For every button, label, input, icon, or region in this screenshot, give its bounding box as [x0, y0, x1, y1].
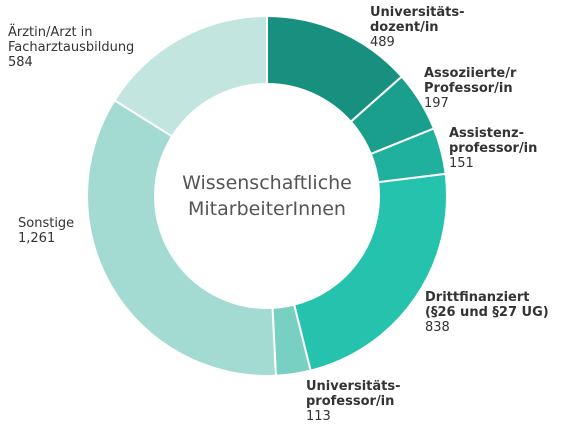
slice-name-line: Universitäts-: [370, 5, 465, 20]
slice-name-line: professor/in: [449, 141, 538, 156]
slice-name-line: Drittfinanziert: [425, 290, 530, 305]
label-sonstige: Sonstige 1,261: [18, 216, 74, 246]
slice-value-label: 584: [8, 55, 33, 70]
slice-name-line: dozent/in: [370, 20, 439, 35]
label-drittfinanziert: Drittfinanziert (§26 und §27 UG) 838: [425, 290, 549, 335]
slice-name-line: Assistenz-: [449, 126, 524, 141]
label-assistenzprofessor: Assistenz- professor/in 151: [449, 126, 537, 171]
slice-value-label: 838: [425, 320, 450, 335]
slice-value-label: 197: [424, 96, 449, 111]
donut-slice-3: [292, 172, 448, 372]
donut-slice-6: [113, 14, 268, 138]
label-assoziierte-professor: Assoziierte/r Professor/in 197: [424, 66, 516, 111]
slice-value-label: 489: [370, 35, 395, 50]
slice-name-line: Facharztausbildung: [8, 40, 135, 55]
slice-value-label: 113: [306, 409, 331, 424]
label-aerztin-arzt: Ärztin/Arzt in Facharztausbildung 584: [8, 25, 134, 70]
slice-name-line: Universitäts-: [306, 379, 401, 394]
slice-name-line: professor/in: [306, 394, 395, 409]
slice-name-line: Ärztin/Arzt in: [8, 25, 93, 40]
slice-name-line: Assoziierte/r: [424, 66, 517, 81]
donut-slice-5: [86, 98, 277, 377]
label-universitaetsdozent: Universitäts- dozent/in 489: [370, 5, 465, 50]
slice-name-line: Sonstige: [18, 216, 75, 231]
slice-value-label: 151: [449, 156, 474, 171]
slice-name-line: (§26 und §27 UG): [425, 305, 549, 320]
chart-title-line-2: MitarbeiterInnen: [188, 198, 346, 220]
slice-value-label: 1,261: [18, 231, 56, 246]
chart-center-title: Wissenschaftliche MitarbeiterInnen: [167, 170, 367, 222]
chart-title-line-1: Wissenschaftliche: [182, 172, 352, 194]
label-universitaetsprofessor: Universitäts- professor/in 113: [306, 379, 401, 424]
slice-name-line: Professor/in: [424, 81, 513, 96]
donut-slices: [86, 14, 448, 377]
